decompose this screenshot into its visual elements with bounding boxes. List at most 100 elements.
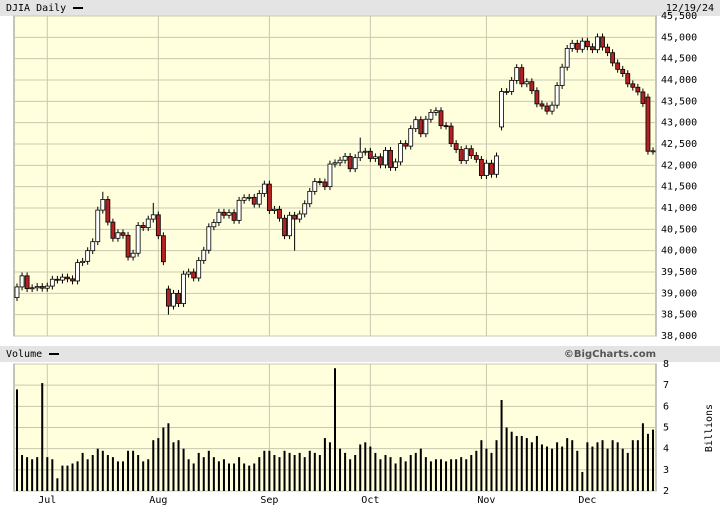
- candle-body: [398, 143, 404, 163]
- volume-bar: [404, 461, 407, 491]
- y-tick-label: 45,000: [661, 32, 697, 43]
- volume-bar: [142, 461, 145, 491]
- volume-bar: [631, 440, 634, 491]
- candle-body: [605, 46, 610, 54]
- candle-body: [120, 232, 126, 236]
- candle-body: [600, 36, 605, 48]
- candle-body: [529, 81, 535, 92]
- volume-bar: [641, 423, 644, 491]
- candle-body: [549, 104, 555, 112]
- candle-body: [342, 155, 348, 161]
- volume-bar: [601, 440, 604, 491]
- candle-body: [196, 260, 202, 279]
- chart-title: DJIA Daily: [6, 3, 66, 14]
- volume-bar: [278, 457, 281, 491]
- candle-body: [85, 250, 91, 262]
- candle-body: [322, 181, 328, 188]
- volume-bar: [460, 457, 463, 491]
- candle-body: [332, 162, 338, 165]
- x-tick-label: Dec: [578, 495, 596, 506]
- volume-bar: [288, 452, 291, 491]
- volume-bar: [384, 455, 387, 491]
- candle-body: [569, 42, 575, 49]
- candle-body: [211, 222, 217, 228]
- candle-body: [448, 125, 454, 144]
- volume-bar: [31, 459, 34, 491]
- candle-body: [110, 221, 116, 239]
- volume-bar: [344, 452, 347, 491]
- candle-body: [484, 162, 489, 176]
- volume-bar: [177, 440, 180, 491]
- x-tick-label: Aug: [149, 495, 167, 506]
- volume-bar: [354, 455, 357, 491]
- volume-bar: [228, 463, 230, 491]
- candle-body: [181, 273, 186, 304]
- candle-body: [206, 226, 212, 251]
- volume-bar: [81, 452, 84, 491]
- candle-body: [383, 149, 388, 166]
- candle-body: [625, 73, 631, 85]
- candle-body: [357, 151, 363, 159]
- volume-bar: [581, 471, 584, 491]
- volume-bar: [76, 461, 79, 491]
- candle-body: [24, 275, 30, 290]
- volume-bar: [212, 457, 215, 491]
- volume-bar: [369, 446, 372, 491]
- volume-bar: [434, 459, 437, 491]
- candle-body: [388, 149, 393, 168]
- volume-bar: [197, 452, 200, 491]
- volume-bar: [515, 435, 518, 491]
- candle-body: [246, 196, 252, 199]
- volume-bar: [520, 435, 523, 491]
- volume-header-bar: [0, 346, 720, 362]
- candle-body: [65, 276, 70, 280]
- volume-bar: [626, 452, 629, 491]
- volume-bar: [465, 459, 468, 491]
- candle-body: [564, 48, 570, 68]
- volume-bar: [389, 457, 392, 491]
- volume-bar: [540, 444, 543, 491]
- volume-bar: [283, 450, 286, 491]
- candle-body: [610, 52, 616, 64]
- volume-bar: [535, 435, 538, 491]
- candle-body: [39, 286, 45, 289]
- volume-bar: [132, 450, 135, 491]
- volume-bar: [202, 457, 205, 491]
- candle-body: [221, 211, 227, 216]
- volume-bar: [217, 461, 220, 491]
- candle-body: [499, 91, 504, 128]
- volume-bar: [268, 450, 271, 491]
- volume-bar: [127, 450, 130, 491]
- volume-bar: [66, 465, 69, 491]
- volume-bar: [445, 461, 448, 491]
- volume-bar: [455, 459, 458, 491]
- volume-bar: [157, 438, 160, 491]
- candle-body: [287, 214, 292, 237]
- candle-body: [90, 241, 96, 252]
- volume-title: Volume: [6, 349, 42, 360]
- candle-body: [372, 156, 378, 159]
- volume-bar: [313, 452, 316, 491]
- volume-bar: [566, 438, 569, 491]
- volume-bar: [122, 461, 124, 491]
- candle-body: [130, 252, 136, 258]
- y-tick-label: 42,500: [661, 139, 697, 150]
- y-tick-label: 38,500: [661, 310, 697, 321]
- candle-body: [277, 208, 282, 219]
- candle-body: [160, 235, 166, 263]
- volume-bar: [621, 448, 624, 491]
- candle-body: [70, 278, 75, 282]
- y2-tick-label: 4: [663, 444, 669, 455]
- volume-bar: [505, 427, 508, 491]
- volume-bar: [359, 444, 362, 491]
- y-tick-label: 40,500: [661, 224, 697, 235]
- volume-bar: [207, 450, 210, 491]
- candle-body: [272, 208, 277, 211]
- source: ©BigCharts.com: [564, 349, 656, 360]
- volume-bar: [546, 446, 548, 491]
- volume-bar: [586, 442, 589, 491]
- volume-bar: [96, 448, 99, 491]
- candle-body: [176, 292, 181, 304]
